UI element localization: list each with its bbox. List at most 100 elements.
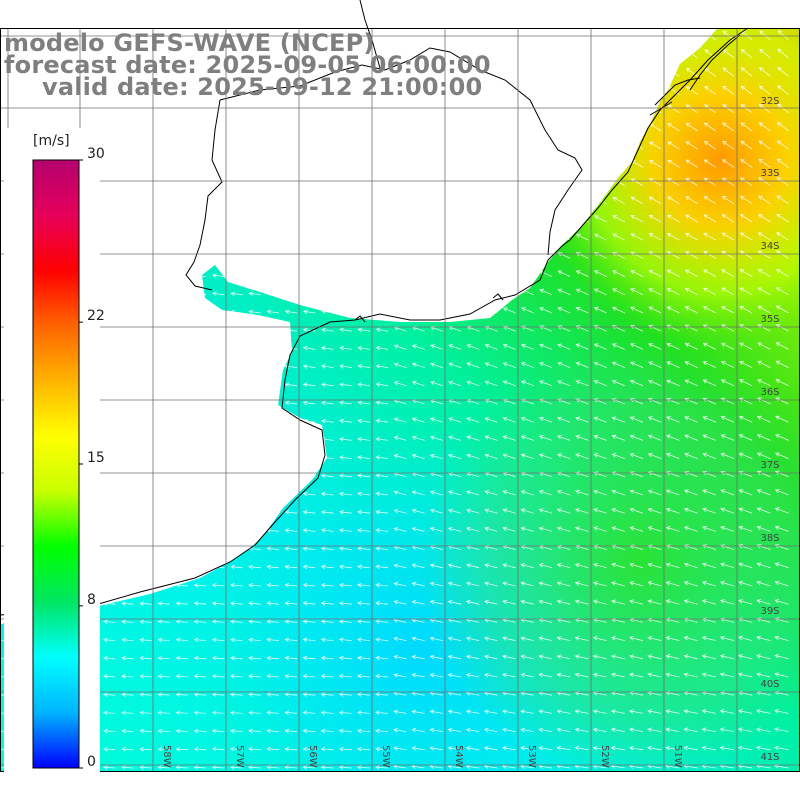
wind-arrow — [211, 619, 225, 624]
wind-arrow — [121, 164, 134, 169]
wind-arrow — [393, 636, 407, 642]
wind-arrow — [703, 232, 717, 241]
wind-arrow — [701, 727, 716, 732]
wind-arrow — [685, 104, 698, 114]
wind-arrow — [467, 33, 480, 41]
wind-arrow — [593, 343, 607, 350]
wind-arrow — [448, 417, 462, 423]
wind-arrow — [502, 563, 516, 569]
wind-arrow — [685, 86, 698, 95]
wind-arrow — [266, 236, 280, 242]
wind-arrow — [503, 197, 516, 205]
wind-arrow — [701, 562, 716, 569]
wind-arrow — [701, 599, 716, 605]
wind-arrow — [103, 182, 116, 188]
wind-arrow — [738, 415, 753, 423]
wind-arrow — [575, 453, 589, 459]
wind-arrow — [157, 564, 170, 570]
wind-arrow — [612, 123, 626, 132]
wind-arrow — [103, 746, 116, 752]
wind-arrow — [320, 364, 334, 369]
wind-arrow — [338, 728, 352, 734]
wind-arrow — [539, 288, 553, 296]
wind-arrow — [594, 68, 607, 77]
wind-arrow — [683, 580, 698, 587]
wind-arrow — [719, 727, 735, 732]
wind-arrow — [139, 564, 152, 570]
wind-arrow — [248, 346, 261, 351]
wind-arrow — [739, 177, 753, 186]
wind-arrow — [121, 364, 134, 370]
wind-arrow — [157, 109, 170, 115]
wind-arrow — [538, 727, 553, 733]
wind-arrow — [592, 599, 607, 605]
wind-arrow — [611, 416, 625, 423]
wind-arrow — [230, 182, 243, 187]
wind-arrow — [737, 635, 753, 641]
wind-arrow — [429, 490, 443, 496]
wind-arrow — [466, 435, 480, 441]
wind-arrow — [720, 361, 735, 368]
wind-arrow — [302, 491, 316, 497]
wind-arrow — [175, 674, 189, 679]
wind-arrow — [212, 236, 225, 242]
wind-arrow — [103, 437, 116, 442]
wind-arrow — [758, 158, 771, 168]
wind-arrow — [704, 86, 717, 95]
wind-arrow — [521, 106, 534, 114]
wind-arrow — [284, 163, 298, 169]
wind-arrow — [320, 473, 334, 479]
wind-arrow — [175, 182, 189, 187]
wind-arrow — [193, 182, 207, 187]
wind-arrow — [775, 379, 789, 387]
wind-arrow — [339, 437, 352, 442]
wind-arrow — [357, 546, 371, 551]
wind-arrow — [284, 619, 298, 624]
wind-arrow — [393, 271, 407, 277]
wind-arrow — [520, 435, 534, 441]
wind-arrow — [485, 161, 498, 168]
wind-arrow — [157, 218, 170, 224]
wind-arrow — [430, 216, 443, 223]
wind-arrow — [139, 419, 152, 424]
wind-arrow — [248, 255, 261, 260]
wind-arrow — [230, 564, 243, 570]
wind-arrow — [139, 218, 152, 224]
wind-arrow — [594, 215, 607, 223]
wind-arrow — [777, 85, 789, 95]
wind-arrow — [248, 746, 261, 752]
wind-arrow — [756, 654, 771, 660]
wind-arrow — [266, 637, 280, 643]
wind-arrow — [121, 746, 134, 752]
wind-arrow — [175, 164, 189, 169]
wind-arrow — [193, 601, 207, 606]
wind-arrow — [502, 709, 516, 714]
wind-arrow — [121, 419, 134, 424]
wind-arrow — [139, 182, 152, 187]
wind-arrow — [175, 291, 189, 297]
wind-arrow — [339, 273, 352, 278]
wind-arrow — [520, 727, 534, 733]
wind-arrow — [302, 473, 316, 479]
wind-arrow — [465, 636, 480, 641]
wind-arrow — [665, 526, 680, 532]
wind-arrow — [665, 562, 680, 569]
wind-arrow — [631, 50, 644, 59]
wind-arrow — [775, 250, 789, 259]
wind-arrow — [357, 382, 371, 387]
wind-arrow — [737, 727, 753, 732]
wind-arrow — [121, 437, 134, 442]
wind-arrow — [502, 289, 516, 296]
wind-arrow — [375, 491, 389, 497]
wind-arrow — [556, 672, 571, 678]
wind-arrow — [357, 473, 371, 478]
colorbar-ticks: 30 22 15 8 0 — [79, 146, 105, 770]
wind-arrow — [521, 142, 534, 150]
wind-arrow — [666, 343, 680, 350]
wind-arrow — [740, 85, 753, 95]
wind-arrow — [393, 527, 407, 532]
wind-arrow — [230, 637, 243, 643]
wind-arrow — [739, 214, 753, 223]
wind-arrow — [339, 345, 352, 351]
lat-label: 39S — [760, 606, 779, 617]
